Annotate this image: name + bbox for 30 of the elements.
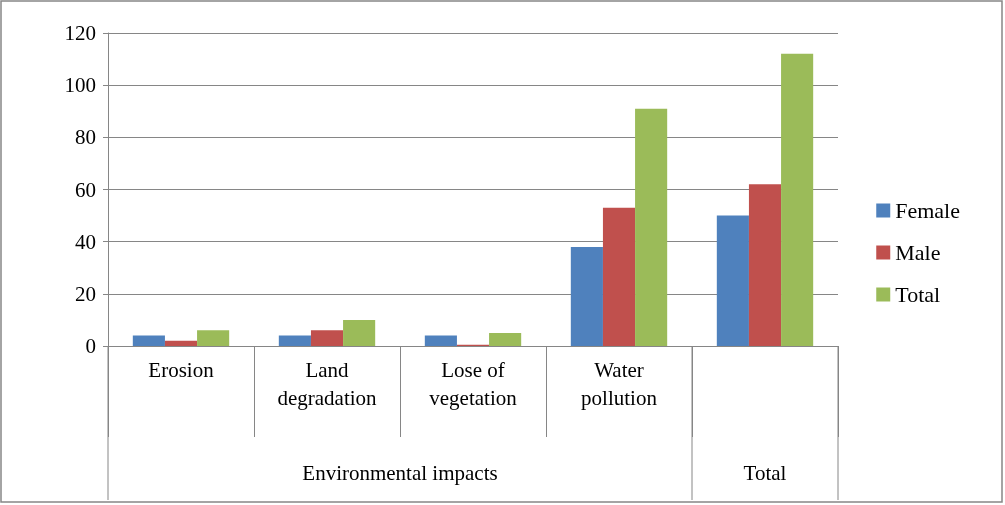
- bar: [748, 184, 782, 346]
- bar: [278, 335, 311, 346]
- bar: [716, 215, 749, 346]
- x-tick-label: Erosion: [148, 358, 215, 382]
- bar: [132, 335, 165, 346]
- y-tick-label: 80: [75, 125, 96, 150]
- bar: [781, 53, 814, 346]
- bar: [310, 330, 344, 346]
- bar: [489, 332, 522, 346]
- y-tick-label: 20: [75, 281, 96, 306]
- bar: [570, 246, 603, 346]
- bar: [635, 108, 668, 346]
- bar: [164, 340, 198, 346]
- text: Total: [743, 461, 787, 485]
- bar: [197, 330, 230, 346]
- y-tick-label: 60: [75, 177, 96, 202]
- x-tick-label: Water pollution: [581, 358, 658, 410]
- y-tick-label: 40: [75, 229, 96, 254]
- legend-label: Male: [895, 240, 941, 265]
- text: Environmental impacts: [302, 461, 498, 485]
- y-tick-label: 120: [64, 21, 96, 45]
- x-tick-label: Lose of vegetation: [429, 358, 518, 410]
- bar: [343, 319, 376, 346]
- y-tick-label: 0: [85, 334, 96, 358]
- y-tick-label: 100: [64, 73, 96, 98]
- bar: [424, 335, 457, 346]
- x-tick-label: Land degradation: [277, 358, 378, 410]
- bar: [602, 207, 636, 346]
- legend-label: Total: [895, 282, 941, 307]
- legend-label: Female: [895, 198, 961, 223]
